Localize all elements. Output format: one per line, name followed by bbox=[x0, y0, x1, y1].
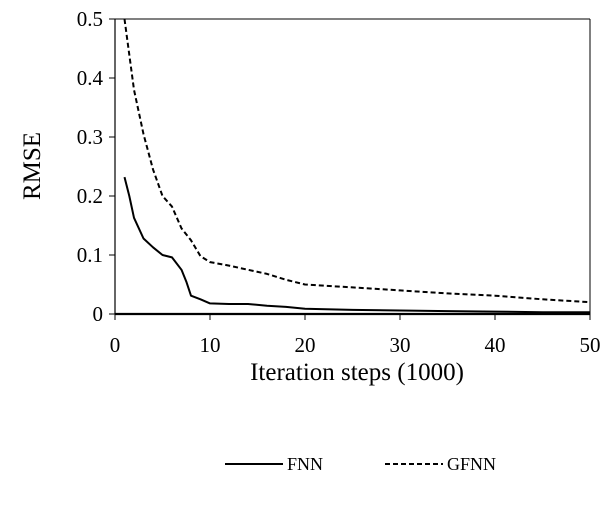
x-axis-title: Iteration steps (1000) bbox=[250, 359, 464, 386]
y-axis-ticks: 0 0.1 0.2 0.3 0.4 0.5 bbox=[77, 7, 115, 326]
x-tick-label: 30 bbox=[390, 333, 411, 357]
y-tick-label: 0.5 bbox=[77, 7, 103, 31]
y-tick-label: 0 bbox=[93, 302, 104, 326]
series-line-gfnn bbox=[123, 18, 591, 304]
y-tick-label: 0.2 bbox=[77, 184, 103, 208]
x-tick-label: 40 bbox=[485, 333, 506, 357]
x-axis-ticks: 0 10 20 30 40 50 bbox=[110, 314, 601, 357]
y-tick-label: 0.3 bbox=[77, 125, 103, 149]
x-tick-label: 0 bbox=[110, 333, 121, 357]
legend-label-fnn: FNN bbox=[287, 454, 323, 474]
x-tick-label: 20 bbox=[295, 333, 316, 357]
series-layer bbox=[123, 18, 591, 314]
plot-frame bbox=[114, 18, 591, 316]
legend-label-gfnn: GFNN bbox=[447, 454, 496, 474]
series-line-fnn bbox=[123, 176, 590, 314]
y-tick-label: 0.1 bbox=[77, 243, 103, 267]
y-tick-label: 0.4 bbox=[77, 66, 104, 90]
x-tick-label: 10 bbox=[200, 333, 221, 357]
legend: FNN GFNN bbox=[225, 454, 496, 474]
x-tick-label: 50 bbox=[580, 333, 601, 357]
y-axis-title: RMSE bbox=[19, 132, 46, 200]
